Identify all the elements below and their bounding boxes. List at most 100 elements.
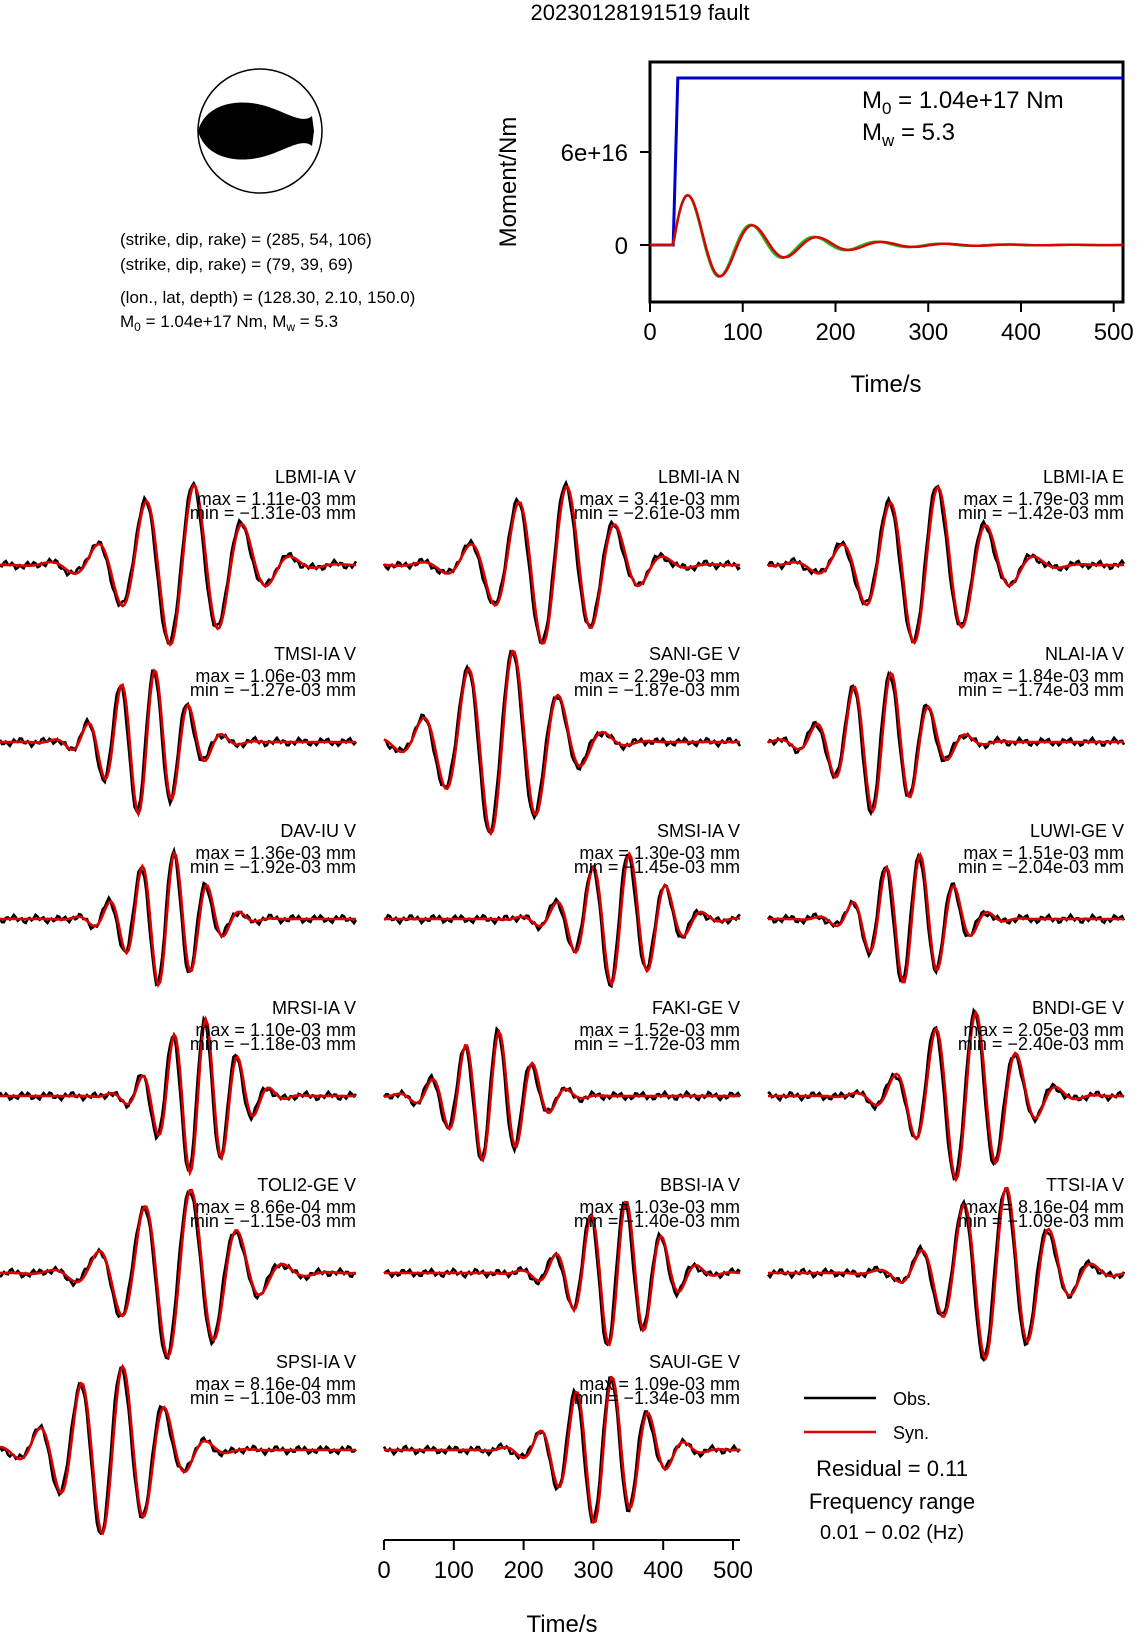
station-min: min = −1.74e-03 mm xyxy=(958,680,1124,700)
station-name: LBMI-IA V xyxy=(275,467,356,487)
focal-strike-line-1: (strike, dip, rake) = (285, 54, 106) xyxy=(120,230,372,249)
focal-magnitude-line: M0 = 1.04e+17 Nm, Mw = 5.3 xyxy=(120,312,338,334)
moment-panel-frame xyxy=(648,60,1125,304)
bottom-xtick-label: 300 xyxy=(573,1557,613,1584)
station-max: max = 1.06e-03 mm xyxy=(195,666,356,686)
station-min: min = −1.10e-03 mm xyxy=(190,1388,356,1408)
station-max: max = 1.36e-03 mm xyxy=(195,843,356,863)
station-name: TTSI-IA V xyxy=(1046,1175,1124,1195)
moment-xtick-label: 100 xyxy=(723,319,763,346)
station-max: max = 1.11e-03 mm xyxy=(197,489,356,509)
synthetic-waveform xyxy=(768,1186,1125,1362)
station-max: max = 1.52e-03 mm xyxy=(579,1020,740,1040)
station-min: min = −1.09e-03 mm xyxy=(958,1211,1124,1231)
station-min: min = −1.40e-03 mm xyxy=(574,1211,740,1231)
bottom-xtick-label: 200 xyxy=(504,1557,544,1584)
station-name: MRSI-IA V xyxy=(272,998,356,1018)
station-name: LBMI-IA E xyxy=(1043,467,1124,487)
station-max: max = 8.16e-04 mm xyxy=(963,1197,1124,1217)
station-max: max = 2.05e-03 mm xyxy=(963,1020,1124,1040)
synthetic-waveform xyxy=(767,670,1124,814)
synthetic-waveform xyxy=(768,1009,1124,1183)
station-name: SMSI-IA V xyxy=(657,821,740,841)
bottom-xtick-label: 100 xyxy=(434,1557,474,1584)
station-max: max = 1.10e-03 mm xyxy=(195,1020,356,1040)
moment-curves xyxy=(650,76,1123,278)
synthetic-waveform xyxy=(384,1375,740,1525)
station-min: min = −1.18e-03 mm xyxy=(190,1034,356,1054)
station-min: min = −1.42e-03 mm xyxy=(958,503,1124,523)
synthetic-waveform xyxy=(0,668,356,818)
station-min: min = −1.72e-03 mm xyxy=(574,1034,740,1054)
station-max: max = 2.29e-03 mm xyxy=(579,666,740,686)
rate-curve-obs xyxy=(650,193,1123,278)
station-name: NLAI-IA V xyxy=(1045,644,1124,664)
synthetic-waveform xyxy=(383,1029,740,1163)
station-min: min = −1.87e-03 mm xyxy=(574,680,740,700)
moment-ytick-label: 6e+16 xyxy=(561,140,628,167)
station-min: min = −1.34e-03 mm xyxy=(574,1388,740,1408)
station-max: max = 1.09e-03 mm xyxy=(579,1374,740,1394)
bottom-xtick-label: 0 xyxy=(377,1557,390,1584)
moment-xtick-label: 500 xyxy=(1094,319,1134,346)
station-min: min = −1.45e-03 mm xyxy=(574,857,740,877)
residual-label: Residual = 0.11 xyxy=(816,1456,968,1481)
moment-ytick-label: 0 xyxy=(615,233,628,260)
station-max: max = 3.41e-03 mm xyxy=(579,489,740,509)
station-max: max = 1.84e-03 mm xyxy=(963,666,1124,686)
moment-xtick-label: 200 xyxy=(815,319,855,346)
station-name: SANI-GE V xyxy=(649,644,740,664)
bottom-xtick-label: 400 xyxy=(643,1557,683,1584)
moment-ylabel: Moment/Nm xyxy=(495,117,522,248)
station-min: min = −2.04e-03 mm xyxy=(958,857,1124,877)
frequency-range-value: 0.01 − 0.02 (Hz) xyxy=(820,1522,964,1544)
station-name: TMSI-IA V xyxy=(274,644,356,664)
station-min: min = −1.15e-03 mm xyxy=(190,1211,356,1231)
synthetic-waveform xyxy=(0,1363,356,1536)
moment-m0-label: M0 = 1.04e+17 Nm xyxy=(862,87,1064,118)
station-name: TOLI2-GE V xyxy=(257,1175,356,1195)
station-max: max = 1.79e-03 mm xyxy=(963,489,1124,509)
station-max: max = 1.30e-03 mm xyxy=(579,843,740,863)
moment-xtick-label: 300 xyxy=(908,319,948,346)
synthetic-waveform xyxy=(383,649,740,836)
synthetic-waveform xyxy=(0,1015,356,1177)
bottom-xlabel: Time/s xyxy=(526,1611,597,1636)
station-min: min = −2.40e-03 mm xyxy=(958,1034,1124,1054)
legend-obs-label: Obs. xyxy=(893,1389,931,1409)
moment-xtick-label: 0 xyxy=(643,319,656,346)
station-min: min = −1.27e-03 mm xyxy=(190,680,356,700)
legend-syn-label: Syn. xyxy=(893,1423,929,1443)
moment-xtick-label: 400 xyxy=(1001,319,1041,346)
station-name: FAKI-GE V xyxy=(652,998,740,1018)
synthetic-waveform xyxy=(383,485,740,645)
synthetic-waveform xyxy=(384,850,741,988)
synthetic-waveform xyxy=(0,1188,356,1359)
station-min: min = −1.31e-03 mm xyxy=(190,503,356,523)
moment-xlabel: Time/s xyxy=(850,371,921,398)
station-name: BBSI-IA V xyxy=(660,1175,740,1195)
bottom-time-axis: 0 100 200 300 400 500 xyxy=(377,1539,753,1584)
focal-location-line: (lon., lat, depth) = (128.30, 2.10, 150.… xyxy=(120,288,415,307)
station-name: BNDI-GE V xyxy=(1032,998,1124,1018)
synthetic-waveform xyxy=(768,851,1124,984)
station-name: SPSI-IA V xyxy=(276,1352,356,1372)
station-min: min = −2.61e-03 mm xyxy=(574,503,740,523)
observed-waveform xyxy=(383,1200,741,1347)
